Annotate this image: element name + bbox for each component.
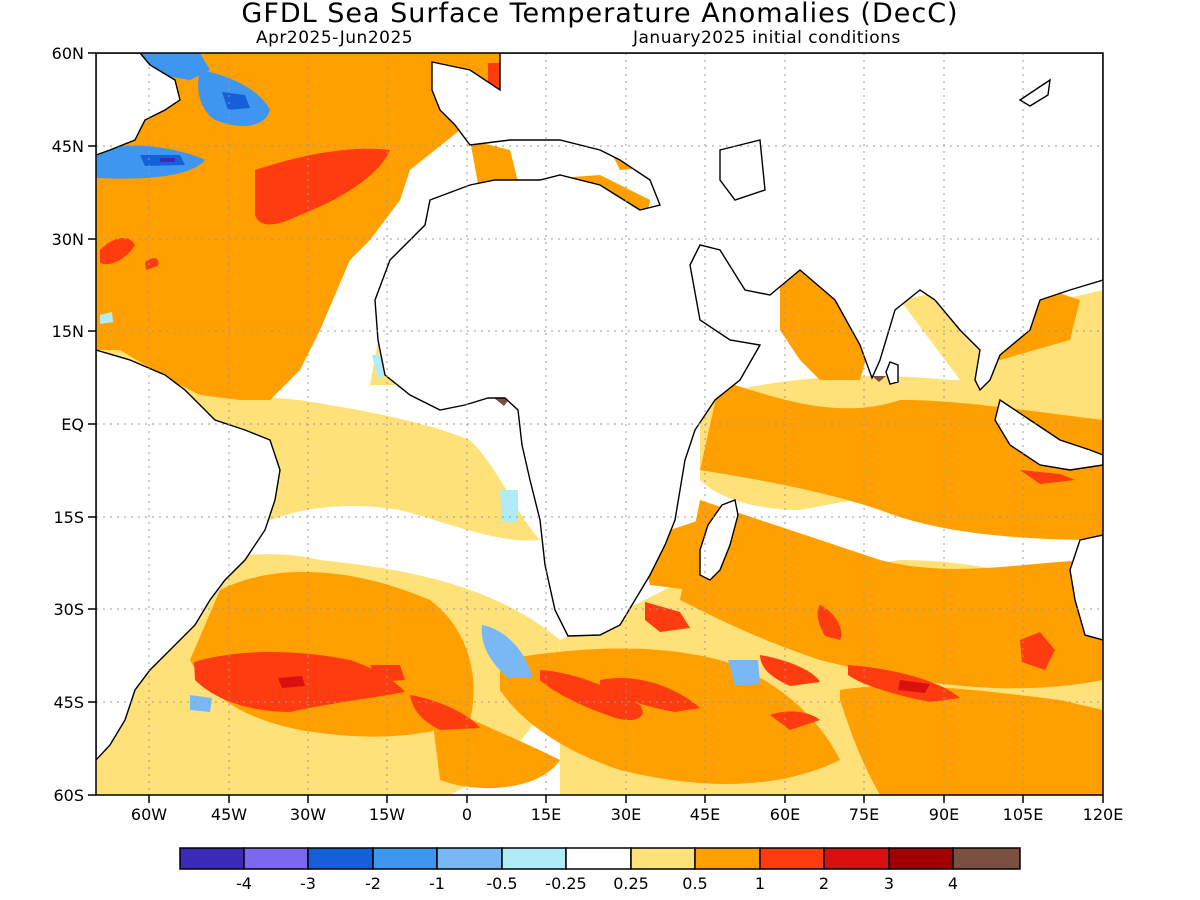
colorbar-label: 2 (819, 874, 829, 893)
lon-label: 105E (1003, 805, 1044, 824)
iceland-area (1018, 78, 1051, 107)
lat-label: 60N (52, 44, 84, 63)
indonesia-australia-landmass (994, 398, 1103, 471)
lon-label: 120E (1083, 805, 1124, 824)
lat-label: 45N (52, 137, 84, 156)
lon-label: 45E (690, 805, 720, 824)
colorbar-label: 0.25 (613, 874, 649, 893)
lon-label: 45W (211, 805, 247, 824)
colorbar-label: -3 (300, 874, 316, 893)
colorbar-swatch (243, 847, 309, 870)
colorbar-label: 0.5 (682, 874, 707, 893)
lon-label: 60W (131, 805, 167, 824)
colorbar-swatch (372, 847, 438, 870)
colorbar-swatch (694, 847, 761, 870)
lat-label: EQ (61, 415, 84, 434)
lon-label: 30W (290, 805, 326, 824)
colorbar: -4 -3 -2 -1 -0.5 -0.25 0.25 0.5 1 2 3 4 (179, 847, 1021, 893)
south-america-landmass (96, 349, 281, 762)
colorbar-swatch (630, 847, 696, 870)
madagascar (699, 499, 739, 581)
colorbar-labels: -4 -3 -2 -1 -0.5 -0.25 0.25 0.5 1 2 3 4 (236, 874, 958, 893)
colorbar-swatch (436, 847, 503, 870)
forecast-period-subtitle: Apr2025-Jun2025 (256, 28, 414, 48)
coastlines (96, 53, 1103, 762)
colorbar-label: -1 (429, 874, 445, 893)
americas-landmass (96, 53, 181, 156)
colorbar-label: -2 (365, 874, 381, 893)
colorbar-swatch (565, 847, 632, 870)
initial-conditions-subtitle: January2025 initial conditions (633, 28, 901, 48)
colorbar-swatch (759, 847, 825, 870)
colorbar-swatch (952, 847, 1021, 870)
colorbar-label: 4 (948, 874, 958, 893)
lon-label: 75E (849, 805, 879, 824)
lon-label: 60E (770, 805, 800, 824)
colorbar-label: -0.25 (545, 874, 586, 893)
colorbar-label: 3 (884, 874, 894, 893)
lon-label: 0 (462, 805, 472, 824)
lon-label: 90E (929, 805, 959, 824)
longitude-labels: 60W 45W 30W 15W 0 15E 30E 45E 60E 75E 90… (131, 805, 1123, 824)
colorbar-swatch (307, 847, 374, 870)
lat-label: 15S (53, 508, 84, 527)
colorbar-label: -4 (236, 874, 252, 893)
dark-red-anomaly-regions (278, 676, 930, 693)
lat-label: 60S (53, 786, 84, 805)
colorbar-swatch (501, 847, 567, 870)
map-title: GFDL Sea Surface Temperature Anomalies (… (241, 0, 959, 29)
eurasia-africa-landmass (374, 53, 1103, 637)
colorbar-swatch (823, 847, 890, 870)
lon-label: 15W (369, 805, 405, 824)
lat-label: 30N (52, 230, 84, 249)
australia-landmass (1069, 534, 1103, 641)
colorbar-swatch (888, 847, 954, 870)
colorbar-label: 1 (755, 874, 765, 893)
colorbar-label: -0.5 (486, 874, 517, 893)
lat-label: 45S (53, 693, 84, 712)
axis-ticks (88, 52, 1104, 803)
lat-label: 30S (53, 600, 84, 619)
graticule (96, 53, 1103, 795)
lon-label: 30E (611, 805, 641, 824)
latitude-labels: 60N 45N 30N 15N EQ 15S 30S 45S 60S (52, 44, 84, 805)
colorbar-swatch (179, 847, 245, 870)
lon-label: 15E (531, 805, 561, 824)
sri-lanka (885, 361, 899, 385)
lat-label: 15N (52, 322, 84, 341)
sea-inlet (719, 139, 766, 201)
